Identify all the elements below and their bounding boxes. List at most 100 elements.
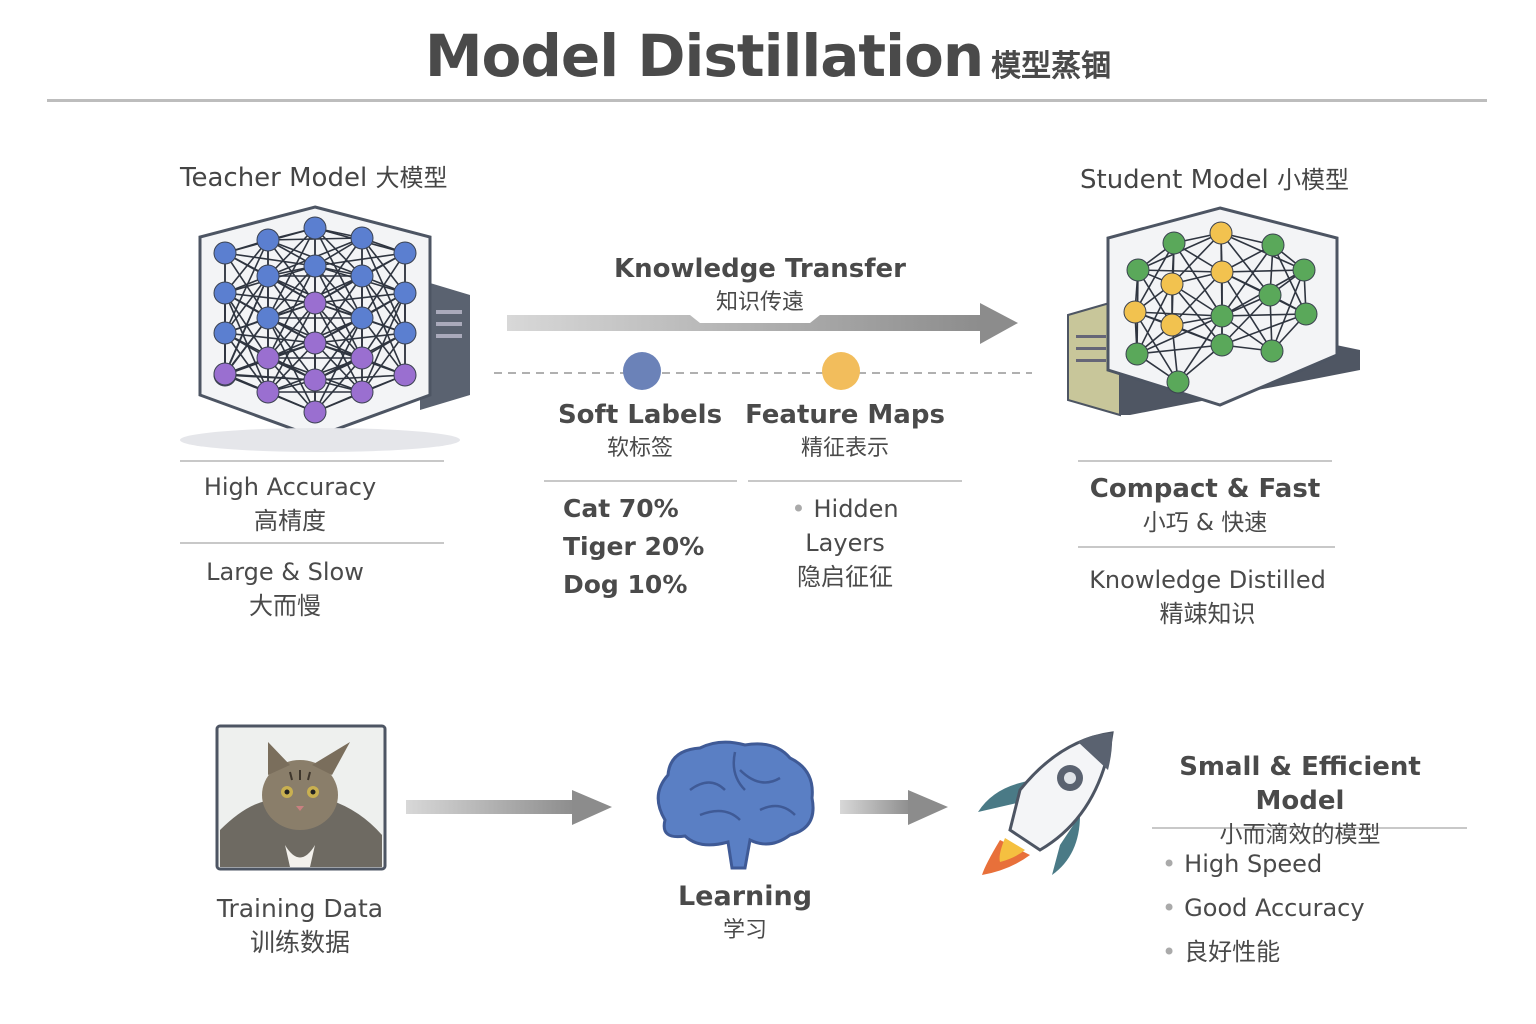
- network-node: [256, 346, 280, 370]
- network-node: [1292, 258, 1316, 282]
- network-edge: [224, 292, 269, 393]
- network-edge: [1134, 311, 1179, 383]
- network-edge: [1221, 313, 1307, 317]
- network-node: [303, 291, 327, 315]
- network-edge: [1136, 344, 1223, 355]
- network-node: [303, 331, 327, 355]
- network-node: [1166, 370, 1190, 394]
- network-edge: [314, 252, 406, 267]
- network-edge: [361, 292, 406, 393]
- network-node: [393, 363, 417, 387]
- network-edge: [224, 373, 316, 381]
- teacher-model-title: Teacher Model 大模型: [180, 163, 448, 193]
- feature-maps-title: Feature Maps 精征表示: [745, 400, 945, 461]
- network-edge: [1171, 232, 1222, 285]
- result-bullets: High SpeedGood Accuracy良好性能: [1162, 842, 1364, 974]
- network-node: [213, 281, 237, 305]
- network-edge: [314, 265, 363, 359]
- network-edge: [314, 357, 363, 413]
- network-edge: [1221, 294, 1271, 346]
- network-node: [1261, 233, 1285, 257]
- student-model-title: Student Model 小模型: [1080, 165, 1349, 195]
- network-edge: [314, 317, 363, 413]
- network-edge: [361, 252, 406, 319]
- soft-labels-list: Cat 70% Tiger 20% Dog 10%: [563, 494, 705, 599]
- network-edge: [267, 265, 316, 319]
- cat-photo: [215, 724, 387, 871]
- title-divider: [47, 99, 1487, 102]
- network-edge: [224, 275, 269, 334]
- network-edge: [314, 265, 363, 319]
- network-node: [350, 380, 374, 404]
- knowledge-transfer-arrow: [507, 303, 1018, 344]
- dividers: [180, 460, 1467, 829]
- student-attr-distilled: Knowledge Distilled 精竦知识: [1089, 566, 1326, 628]
- network-edge: [267, 302, 316, 359]
- network-edge: [1134, 311, 1223, 317]
- network-edge: [267, 317, 316, 413]
- network-edge: [224, 332, 269, 393]
- network-edge: [1171, 271, 1223, 326]
- page-title: Model Distillation 模型蒸锢: [424, 22, 1112, 90]
- network-node: [256, 306, 280, 330]
- network-edge: [267, 265, 316, 359]
- network-node: [1210, 260, 1234, 284]
- network-node: [1210, 304, 1234, 328]
- network-edge: [314, 275, 363, 344]
- teacher-network: [213, 216, 417, 424]
- network-node: [1126, 258, 1150, 282]
- network-node: [1160, 313, 1184, 337]
- network-edge: [1177, 315, 1223, 383]
- network-edge: [314, 292, 406, 304]
- network-edge: [1221, 269, 1305, 273]
- network-edge: [314, 332, 406, 344]
- network-node: [393, 321, 417, 345]
- network-node: [1210, 333, 1234, 357]
- network-node: [1162, 231, 1186, 255]
- network-node: [213, 241, 237, 265]
- network-edge: [1137, 269, 1223, 273]
- network-edge: [224, 332, 316, 344]
- student-attr-compact: Compact & Fast 小巧 & 快速: [1089, 474, 1321, 536]
- network-edge: [361, 317, 406, 376]
- network-edge: [1221, 244, 1274, 317]
- learning-label: Learning 学习: [677, 881, 813, 943]
- network-node: [393, 241, 417, 265]
- network-node: [1258, 283, 1282, 307]
- arrow-to-learning: [406, 790, 612, 825]
- network-edge: [1221, 271, 1273, 352]
- network-edge: [361, 332, 406, 393]
- network-node: [213, 362, 237, 386]
- network-node: [303, 216, 327, 240]
- network-edge: [1220, 232, 1305, 271]
- result-title: Small & Efficient Model 小而滴效的模型: [1179, 752, 1421, 848]
- network-node: [350, 346, 374, 370]
- soft-labels-title: Soft Labels 软标签: [557, 400, 723, 461]
- training-data-label: Training Data 训练数据: [216, 894, 384, 957]
- teacher-attr-size: Large & Slow 大而慢: [206, 558, 364, 620]
- network-edge: [1272, 244, 1307, 315]
- network-node: [1294, 302, 1318, 326]
- teacher-attr-accuracy: High Accuracy 高棈度: [203, 473, 377, 535]
- student-network: [1123, 221, 1318, 394]
- network-node: [213, 321, 237, 345]
- network-node: [1260, 339, 1284, 363]
- network-edge: [224, 317, 269, 375]
- network-node: [303, 368, 327, 392]
- network-edge: [267, 275, 316, 344]
- network-node: [350, 306, 374, 330]
- network-edge: [314, 374, 406, 381]
- network-node: [256, 380, 280, 404]
- soft-labels-dot: [623, 352, 661, 390]
- network-node: [350, 264, 374, 288]
- network-node: [350, 226, 374, 250]
- network-node: [1160, 272, 1184, 296]
- network-node: [303, 254, 327, 278]
- brain-icon: [656, 740, 815, 870]
- network-edge: [1136, 315, 1223, 355]
- network-edge: [1221, 313, 1307, 346]
- feature-maps-dot: [822, 352, 860, 390]
- network-node: [256, 228, 280, 252]
- network-edge: [267, 357, 316, 413]
